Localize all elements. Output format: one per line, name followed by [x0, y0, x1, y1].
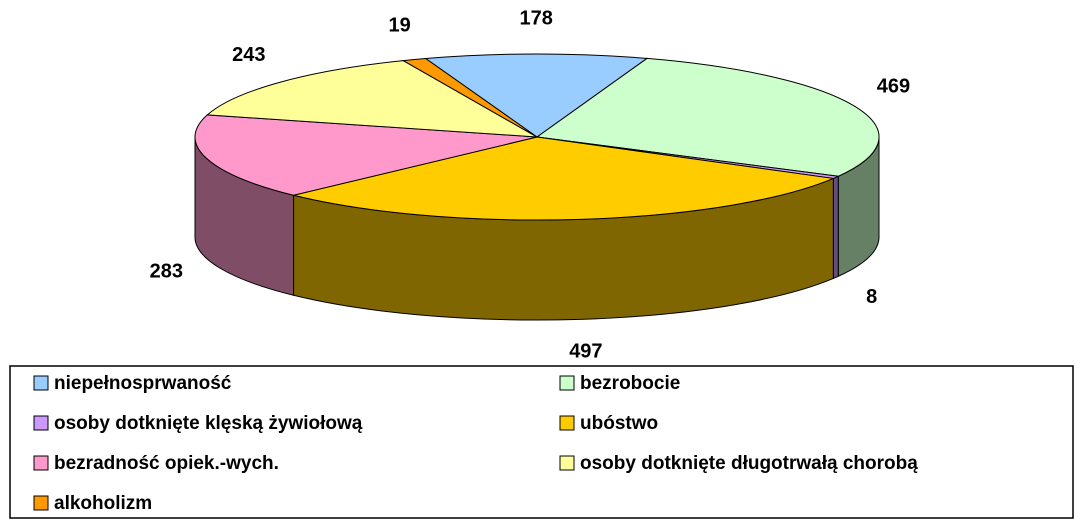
slice: [194, 114, 538, 196]
data-label: 8: [866, 286, 877, 308]
legend-box: [9, 365, 1074, 519]
data-label: 283: [150, 260, 183, 282]
data-labels: 178 469 8 497 283 243 19: [150, 7, 910, 362]
legend-swatch: [33, 455, 49, 471]
pie-sides: [194, 136, 880, 321]
slice: [535, 57, 880, 177]
legend-swatch: [559, 415, 575, 431]
slice: [206, 60, 538, 138]
data-label: 469: [877, 76, 910, 98]
data-label: 497: [569, 340, 602, 362]
slice: [401, 58, 538, 138]
data-label: 243: [232, 44, 265, 66]
legend-swatch: [559, 455, 575, 471]
legend-label: niepełnosprwaność: [54, 373, 232, 394]
slice: [293, 136, 836, 221]
legend-label: bezrobocie: [580, 373, 680, 394]
data-label: 178: [520, 7, 553, 29]
legend-swatch: [33, 415, 49, 431]
legend-swatch: [559, 375, 575, 391]
legend-swatch: [33, 375, 49, 391]
data-label: 19: [389, 15, 411, 37]
legend-label: osoby dotknięte klęską żywiołową: [54, 413, 363, 434]
legend-label: osoby dotknięte długotrwałą chorobą: [580, 453, 918, 474]
legend-label: bezradność opiek.-wych.: [54, 453, 279, 474]
slice-side: [832, 175, 839, 280]
slice: [424, 53, 649, 138]
legend-label: alkoholizm: [54, 493, 152, 514]
legend: niepełnosprwaność bezrobocie osoby dotknię…: [33, 373, 918, 514]
legend-swatch: [33, 495, 49, 511]
pie-tops: [194, 53, 880, 221]
legend-label: ubóstwo: [580, 413, 658, 434]
